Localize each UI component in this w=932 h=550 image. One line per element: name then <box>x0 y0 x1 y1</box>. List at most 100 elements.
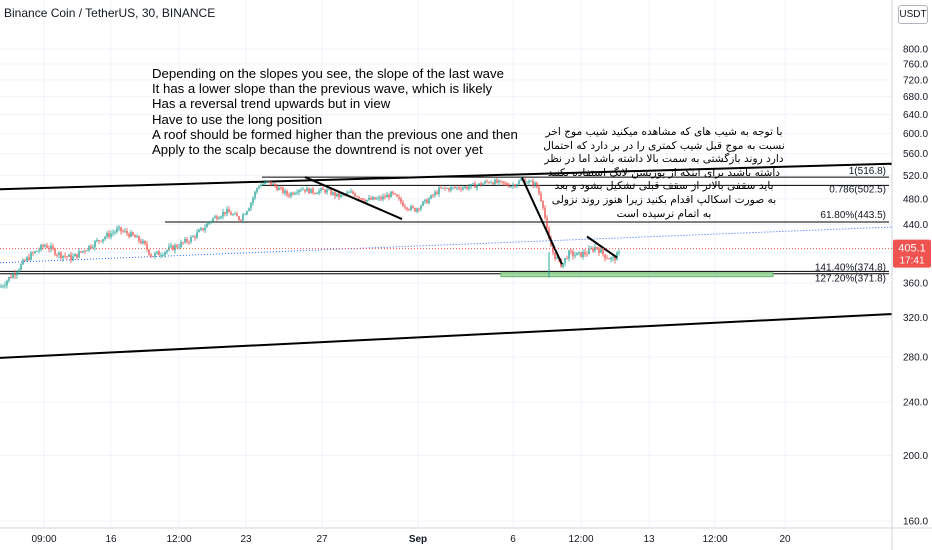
candle-body <box>34 251 36 254</box>
candle-body <box>494 179 496 185</box>
annotation-line: باید سقفی بالاتر از سقف قبلی تشکیل بشود … <box>554 180 774 193</box>
candle-body <box>386 194 388 198</box>
y-tick-label: 720.0 <box>903 75 928 86</box>
candle-body <box>552 246 554 253</box>
candle-body <box>258 186 260 189</box>
candle-body <box>546 217 548 229</box>
candle-body <box>402 202 404 207</box>
candle-body <box>126 230 128 234</box>
candle-body <box>318 190 320 194</box>
candle-body <box>10 276 12 279</box>
candle-body <box>238 216 240 220</box>
candle-body <box>28 257 30 260</box>
candle-body <box>328 189 330 191</box>
candle-body <box>432 194 434 196</box>
channel-upper-line <box>0 162 893 191</box>
candle-body <box>476 185 478 189</box>
candle-body <box>260 184 262 187</box>
candle-body <box>306 188 308 192</box>
candle-body <box>100 240 102 242</box>
candle-body <box>276 186 278 190</box>
candle-body <box>360 198 362 199</box>
candle-body <box>604 254 606 259</box>
candle-body <box>492 182 494 185</box>
annotation-line: Depending on the slopes you see, the slo… <box>152 66 504 81</box>
slope-line-first-wave <box>304 176 403 220</box>
candle-body <box>340 194 342 198</box>
slope-lines <box>304 176 618 265</box>
candle-body <box>452 187 454 188</box>
y-tick-label: 320.0 <box>903 313 928 324</box>
candle-body <box>170 245 172 247</box>
candle-body <box>158 251 160 256</box>
candle-body <box>370 197 372 200</box>
candle-body <box>288 194 290 197</box>
candle-body <box>422 201 424 206</box>
candle-body <box>440 187 442 189</box>
last-price-badge <box>893 239 931 268</box>
candle-body <box>130 232 132 237</box>
candle-body <box>270 181 272 186</box>
y-tick-label: 640.0 <box>903 110 928 121</box>
candle-body <box>148 249 150 255</box>
candle-body <box>194 236 196 238</box>
candle-body <box>316 193 318 195</box>
candle-body <box>448 188 450 191</box>
candle-body <box>514 185 516 187</box>
candle-body <box>44 245 46 247</box>
candle-body <box>30 252 32 260</box>
fib-level-label: 1(516.8) <box>849 166 886 177</box>
candle-body <box>362 198 364 201</box>
candle-body <box>540 193 542 201</box>
candle-body <box>98 239 100 241</box>
support-zone-box <box>500 272 774 278</box>
y-tick-label: 600.0 <box>903 129 928 140</box>
candle-body <box>584 251 586 255</box>
candle-body <box>250 202 252 209</box>
annotation-line: به صورت اسکالپ اقدام بکنید زیرا هنوز رون… <box>551 193 777 206</box>
candle-body <box>578 252 580 253</box>
candle-body <box>140 240 142 244</box>
candle-body <box>178 247 180 248</box>
candle-body <box>286 190 288 195</box>
candle-body <box>62 255 64 258</box>
candle-body <box>324 189 326 193</box>
x-tick-label: 16 <box>105 534 117 545</box>
candle-body <box>486 181 488 183</box>
candle-body <box>68 254 70 257</box>
candle-body <box>182 242 184 243</box>
candle-body <box>416 208 418 212</box>
candle-body <box>348 192 350 194</box>
candle-body <box>4 285 6 287</box>
annotation-line: A roof should be formed higher than the … <box>152 126 518 142</box>
symbol-title[interactable]: Binance Coin / TetherUS, 30, BINANCE <box>4 6 216 20</box>
candle-body <box>424 199 426 202</box>
candle-body <box>602 249 604 255</box>
candle-body <box>408 209 410 211</box>
candle-body <box>90 245 92 248</box>
candle-body <box>154 253 156 257</box>
candle-body <box>210 221 212 223</box>
candle-body <box>40 244 42 250</box>
candle-body <box>14 273 16 276</box>
candle-body <box>188 241 190 243</box>
candle-body <box>256 188 258 192</box>
x-tick-label: 12:00 <box>166 534 191 545</box>
y-tick-label: 680.0 <box>903 92 928 103</box>
fib-level-label: 0.786(502.5) <box>829 184 886 195</box>
candle-body <box>102 238 104 242</box>
candle-body <box>138 236 140 241</box>
candle-body <box>142 240 144 244</box>
x-tick-label: 20 <box>779 534 791 545</box>
candle-body <box>352 191 354 194</box>
candle-body <box>528 180 530 183</box>
candle-body <box>430 194 432 199</box>
candle-body <box>264 181 266 184</box>
candle-body <box>572 251 574 257</box>
currency-button[interactable]: USDT <box>898 5 928 24</box>
candle-body <box>106 233 108 238</box>
candle-body <box>150 254 152 257</box>
candle-body <box>202 228 204 231</box>
candle-body <box>66 256 68 258</box>
